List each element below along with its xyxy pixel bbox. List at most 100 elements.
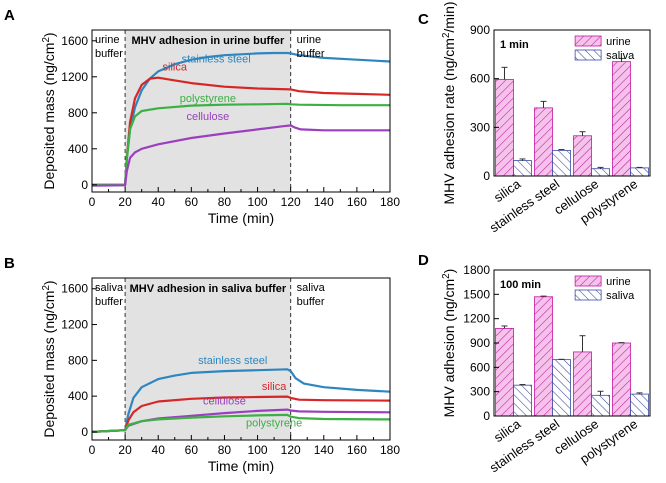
panel-d-y-tick-label: 900 [470, 336, 490, 350]
panel-b-y-tick-label: 800 [68, 353, 88, 367]
panel-a-phase-right-line2: buffer [297, 48, 325, 60]
panel-b-x-tick-label: 160 [347, 443, 367, 457]
panel-a-y-tick-label: 0 [81, 178, 88, 192]
panel-label-d: D [418, 252, 429, 269]
panel-c-bar-saliva-polystyrene [630, 167, 649, 177]
panel-b-phase-left-line2: buffer [95, 296, 123, 308]
panel-b-x-tick-label: 80 [218, 443, 232, 457]
panel-b-series-polystyrene [91, 413, 391, 433]
panel-d-bar-saliva-polystyrene [630, 393, 649, 417]
panel-b-series-stainless-steel [91, 368, 391, 433]
panel-a-x-tick-label: 120 [281, 195, 301, 209]
panel-c-y-tick-label: 300 [470, 120, 490, 134]
panel-c-legend-label-urine: urine [606, 36, 630, 48]
panel-a-y-axis-label: Deposited mass (ng/cm2) [41, 32, 58, 189]
panel-b-x-tick-label: 40 [152, 443, 166, 457]
panel-b-series-label-cellulose: cellulose [203, 396, 246, 408]
panel-d-legend-swatch-urine [574, 275, 602, 287]
panel-a-y-tick-label: 1200 [61, 70, 88, 84]
panel-a-series-label-silica: silica [163, 62, 188, 74]
panel-d-y-tick-label: 1500 [463, 287, 490, 301]
panel-b-y-tick-label: 1200 [61, 318, 88, 332]
panel-b-x-tick-label: 180 [380, 443, 400, 457]
panel-a-x-tick-label: 160 [347, 195, 367, 209]
panel-a-x-tick-label: 40 [152, 195, 166, 209]
panel-b-series-label-stainless-steel: stainless steel [198, 355, 267, 367]
panel-b-shaded-phase [125, 278, 291, 440]
panel-b-x-tick-label: 60 [185, 443, 199, 457]
panel-c-plot-frame [493, 29, 651, 177]
panel-a-series-polystyrene [92, 102, 390, 186]
panel-d-y-tick-label: 600 [470, 360, 490, 374]
panel-a-x-tick-label: 180 [380, 195, 400, 209]
panel-b-phase-right-line2: buffer [297, 296, 325, 308]
panel-a-x-tick-label: 20 [118, 195, 132, 209]
panel-d-time-note: 100 min [500, 279, 541, 291]
panel-b-x-tick-label: 140 [314, 443, 334, 457]
panel-a-y-tick-label: 800 [68, 106, 88, 120]
panel-a-x-axis-label: Time (min) [208, 210, 274, 226]
panel-d-legend-swatch-saliva [574, 289, 602, 301]
panel-c-legend-swatch-urine [574, 35, 602, 47]
panel-d-y-tick-label: 0 [483, 409, 490, 423]
panel-a-x-tick-label: 60 [185, 195, 199, 209]
panel-d-bar-urine-cellulose [573, 351, 592, 417]
panel-d-y-tick-label: 1800 [463, 263, 490, 277]
panel-b-series-silica [91, 395, 391, 433]
panel-b-phase-right-line1: saliva [297, 282, 326, 294]
panel-d-legend-label-saliva: saliva [606, 290, 635, 302]
panel-c-legend-label-saliva: saliva [606, 50, 635, 62]
panel-b-phase-middle: MHV adhesion in saliva buffer [130, 283, 287, 295]
panel-c-bar-saliva-stainless-steel [552, 149, 571, 177]
panel-a-y-tick-label: 1600 [61, 34, 88, 48]
panel-a-x-tick-label: 0 [89, 195, 96, 209]
panel-a-y-tick-label: 400 [68, 142, 88, 156]
panel-a-series-label-cellulose: cellulose [186, 111, 229, 123]
panel-b-y-tick-label: 0 [81, 425, 88, 439]
panel-d-bar-urine-silica [495, 327, 514, 417]
panel-d-bar-urine-stainless-steel [534, 296, 553, 417]
panel-b-phase-left-line1: saliva [95, 282, 124, 294]
panel-b-y-axis-label: Deposited mass (ng/cm2) [41, 280, 58, 437]
panel-label-b: B [4, 255, 15, 272]
panel-b-y-tick-label: 1600 [61, 282, 88, 296]
panel-b-x-axis-label: Time (min) [208, 458, 274, 474]
panel-c-bar-urine-polystyrene [612, 61, 631, 177]
panel-a-x-tick-label: 100 [248, 195, 268, 209]
panel-d-bar-saliva-stainless-steel [552, 359, 571, 417]
panel-a-series-label-polystyrene: polystyrene [180, 93, 236, 105]
panel-a-x-tick-label: 80 [218, 195, 232, 209]
panel-label-a: A [4, 7, 15, 24]
panel-c-bar-urine-cellulose [573, 135, 592, 177]
panel-a-x-tick-label: 140 [314, 195, 334, 209]
panel-c-bar-urine-stainless-steel [534, 107, 553, 177]
panel-c-time-note: 1 min [500, 39, 529, 51]
panel-c-y-tick-label: 900 [470, 23, 490, 37]
panel-b-x-tick-label: 100 [248, 443, 268, 457]
panel-b-x-tick-label: 0 [89, 443, 96, 457]
panel-a-phase-left-line2: buffer [95, 48, 123, 60]
panel-d-legend-label-urine: urine [606, 276, 630, 288]
panel-b-line-chart: B stainless steel silica cellulosepolystyr… [4, 255, 400, 474]
panel-d-bar-saliva-cellulose [591, 394, 610, 417]
panel-b-series-label-polystyrene: polystyrene [246, 418, 302, 430]
panel-a-phase-right-line1: urine [297, 34, 321, 46]
panel-c-legend-swatch-saliva [574, 49, 602, 61]
panel-a-series-label-stainless-steel: stainless steel [182, 53, 251, 65]
panel-c-bar-saliva-cellulose [591, 168, 610, 177]
panel-a-phase-middle: MHV adhesion in urine buffer [131, 35, 285, 47]
panel-c-y-tick-label: 0 [483, 169, 490, 183]
panel-b-x-tick-label: 20 [118, 443, 132, 457]
panel-label-c: C [418, 11, 429, 28]
panel-a-series-cellulose [91, 124, 390, 187]
panel-d-y-axis-label: MHV adhesion (ng/cm2) [441, 269, 458, 418]
panel-a-phase-left-line1: urine [95, 34, 119, 46]
panel-d-bar-saliva-silica [513, 384, 532, 417]
panel-b-series-label-silica: silica [262, 381, 287, 393]
panel-c-bar-saliva-silica [513, 160, 532, 177]
panel-b-y-tick-label: 400 [68, 389, 88, 403]
